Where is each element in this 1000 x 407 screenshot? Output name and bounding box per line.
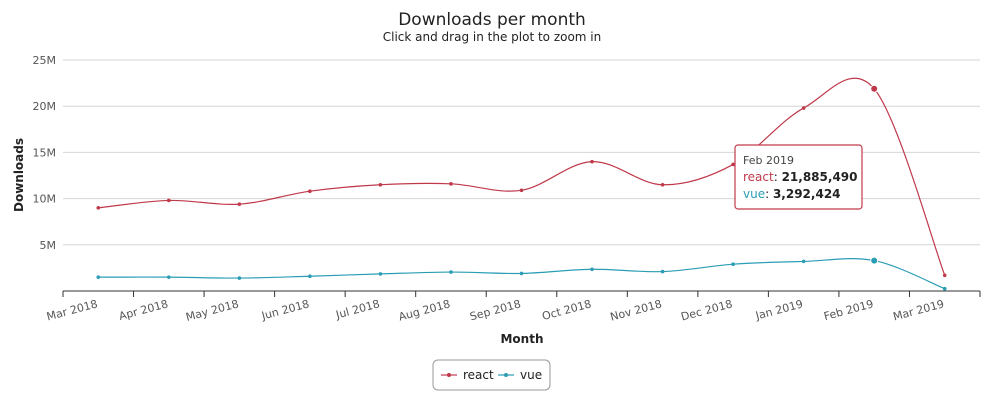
legend-item-vue[interactable]: vue bbox=[498, 368, 542, 382]
tooltip-react-value: 21,885,490 bbox=[782, 170, 858, 184]
y-tick-label: 10M bbox=[33, 193, 57, 206]
y-tick-label: 5M bbox=[40, 239, 57, 252]
series-vue-point[interactable] bbox=[237, 276, 242, 280]
series-react-point[interactable] bbox=[942, 273, 947, 278]
tooltip-row-react: react: 21,885,490 bbox=[743, 170, 858, 184]
legend-box bbox=[432, 359, 551, 391]
series-react-point[interactable] bbox=[731, 162, 735, 167]
legend: react vue bbox=[432, 359, 551, 391]
legend-item-react[interactable]: react bbox=[441, 368, 494, 382]
series-react-point[interactable] bbox=[308, 189, 312, 194]
x-tick-label: Feb 2019 bbox=[822, 297, 875, 323]
series-react-point[interactable] bbox=[449, 182, 453, 186]
series-layer[interactable] bbox=[96, 77, 947, 291]
series-vue-point[interactable] bbox=[942, 286, 947, 291]
y-tick-label: 15M bbox=[33, 146, 57, 159]
chart-subtitle: Click and drag in the plot to zoom in bbox=[383, 30, 602, 44]
tooltip-header: Feb 2019 bbox=[743, 154, 794, 167]
legend-react-label: react bbox=[463, 368, 494, 382]
series-react-point[interactable] bbox=[870, 84, 879, 93]
series-vue-point[interactable] bbox=[801, 259, 806, 264]
series-react[interactable] bbox=[96, 77, 947, 278]
legend-vue-label: vue bbox=[520, 368, 542, 382]
x-tick-label: Jul 2018 bbox=[334, 297, 382, 321]
series-react-point[interactable] bbox=[237, 202, 242, 206]
series-vue-point[interactable] bbox=[96, 275, 101, 279]
series-vue-point[interactable] bbox=[167, 275, 171, 279]
x-tick-label: Apr 2018 bbox=[117, 297, 169, 323]
series-vue-point[interactable] bbox=[660, 269, 665, 274]
tooltip-vue-value: 3,292,424 bbox=[773, 187, 841, 201]
series-react-point[interactable] bbox=[590, 159, 594, 164]
x-tick-label: Jun 2018 bbox=[259, 297, 310, 322]
legend-vue-marker bbox=[504, 373, 508, 377]
series-vue-point[interactable] bbox=[519, 271, 524, 276]
series-vue-point[interactable] bbox=[731, 262, 735, 267]
y-axis-ticks: 5M 10M 15M 20M 25M bbox=[33, 54, 57, 252]
series-vue-point[interactable] bbox=[870, 256, 879, 265]
x-axis-ticks: Mar 2018 Apr 2018 May 2018 Jun 2018 Jul 2018… bbox=[45, 291, 981, 324]
series-vue-point[interactable] bbox=[590, 267, 594, 272]
series-react-line bbox=[98, 77, 946, 276]
y-axis-title: Downloads bbox=[12, 138, 26, 212]
chart-title: Downloads per month bbox=[398, 10, 586, 30]
series-react-point[interactable] bbox=[378, 182, 383, 187]
x-tick-label: Nov 2018 bbox=[609, 297, 664, 323]
series-react-point[interactable] bbox=[660, 182, 665, 187]
x-tick-label: Sep 2018 bbox=[468, 297, 522, 323]
series-vue[interactable] bbox=[96, 256, 947, 291]
series-vue-point[interactable] bbox=[449, 270, 453, 274]
x-axis-title: Month bbox=[500, 332, 543, 346]
y-tick-label: 20M bbox=[33, 100, 57, 113]
tooltip-row-vue: vue: 3,292,424 bbox=[743, 187, 841, 201]
tooltip-vue-name: vue bbox=[743, 187, 765, 201]
x-tick-label: Dec 2018 bbox=[680, 297, 734, 323]
series-vue-point[interactable] bbox=[308, 274, 312, 279]
series-react-point[interactable] bbox=[167, 198, 171, 203]
x-tick-label: Mar 2019 bbox=[892, 297, 946, 323]
tooltip-box bbox=[734, 144, 863, 210]
x-tick-label: Jan 2019 bbox=[753, 297, 804, 322]
x-tick-label: May 2018 bbox=[184, 297, 240, 324]
legend-react-marker bbox=[447, 373, 451, 377]
y-tick-label: 25M bbox=[33, 54, 57, 67]
x-tick-label: Oct 2018 bbox=[541, 297, 593, 323]
series-react-point[interactable] bbox=[519, 188, 524, 193]
series-vue-point[interactable] bbox=[378, 272, 383, 276]
x-tick-label: Aug 2018 bbox=[397, 297, 452, 323]
series-react-point[interactable] bbox=[96, 206, 101, 210]
x-tick-label: Mar 2018 bbox=[45, 297, 99, 323]
series-react-point[interactable] bbox=[801, 106, 806, 110]
tooltip: Feb 2019 react: 21,885,490 vue: 3,292,42… bbox=[734, 144, 863, 210]
tooltip-react-name: react bbox=[743, 170, 774, 184]
